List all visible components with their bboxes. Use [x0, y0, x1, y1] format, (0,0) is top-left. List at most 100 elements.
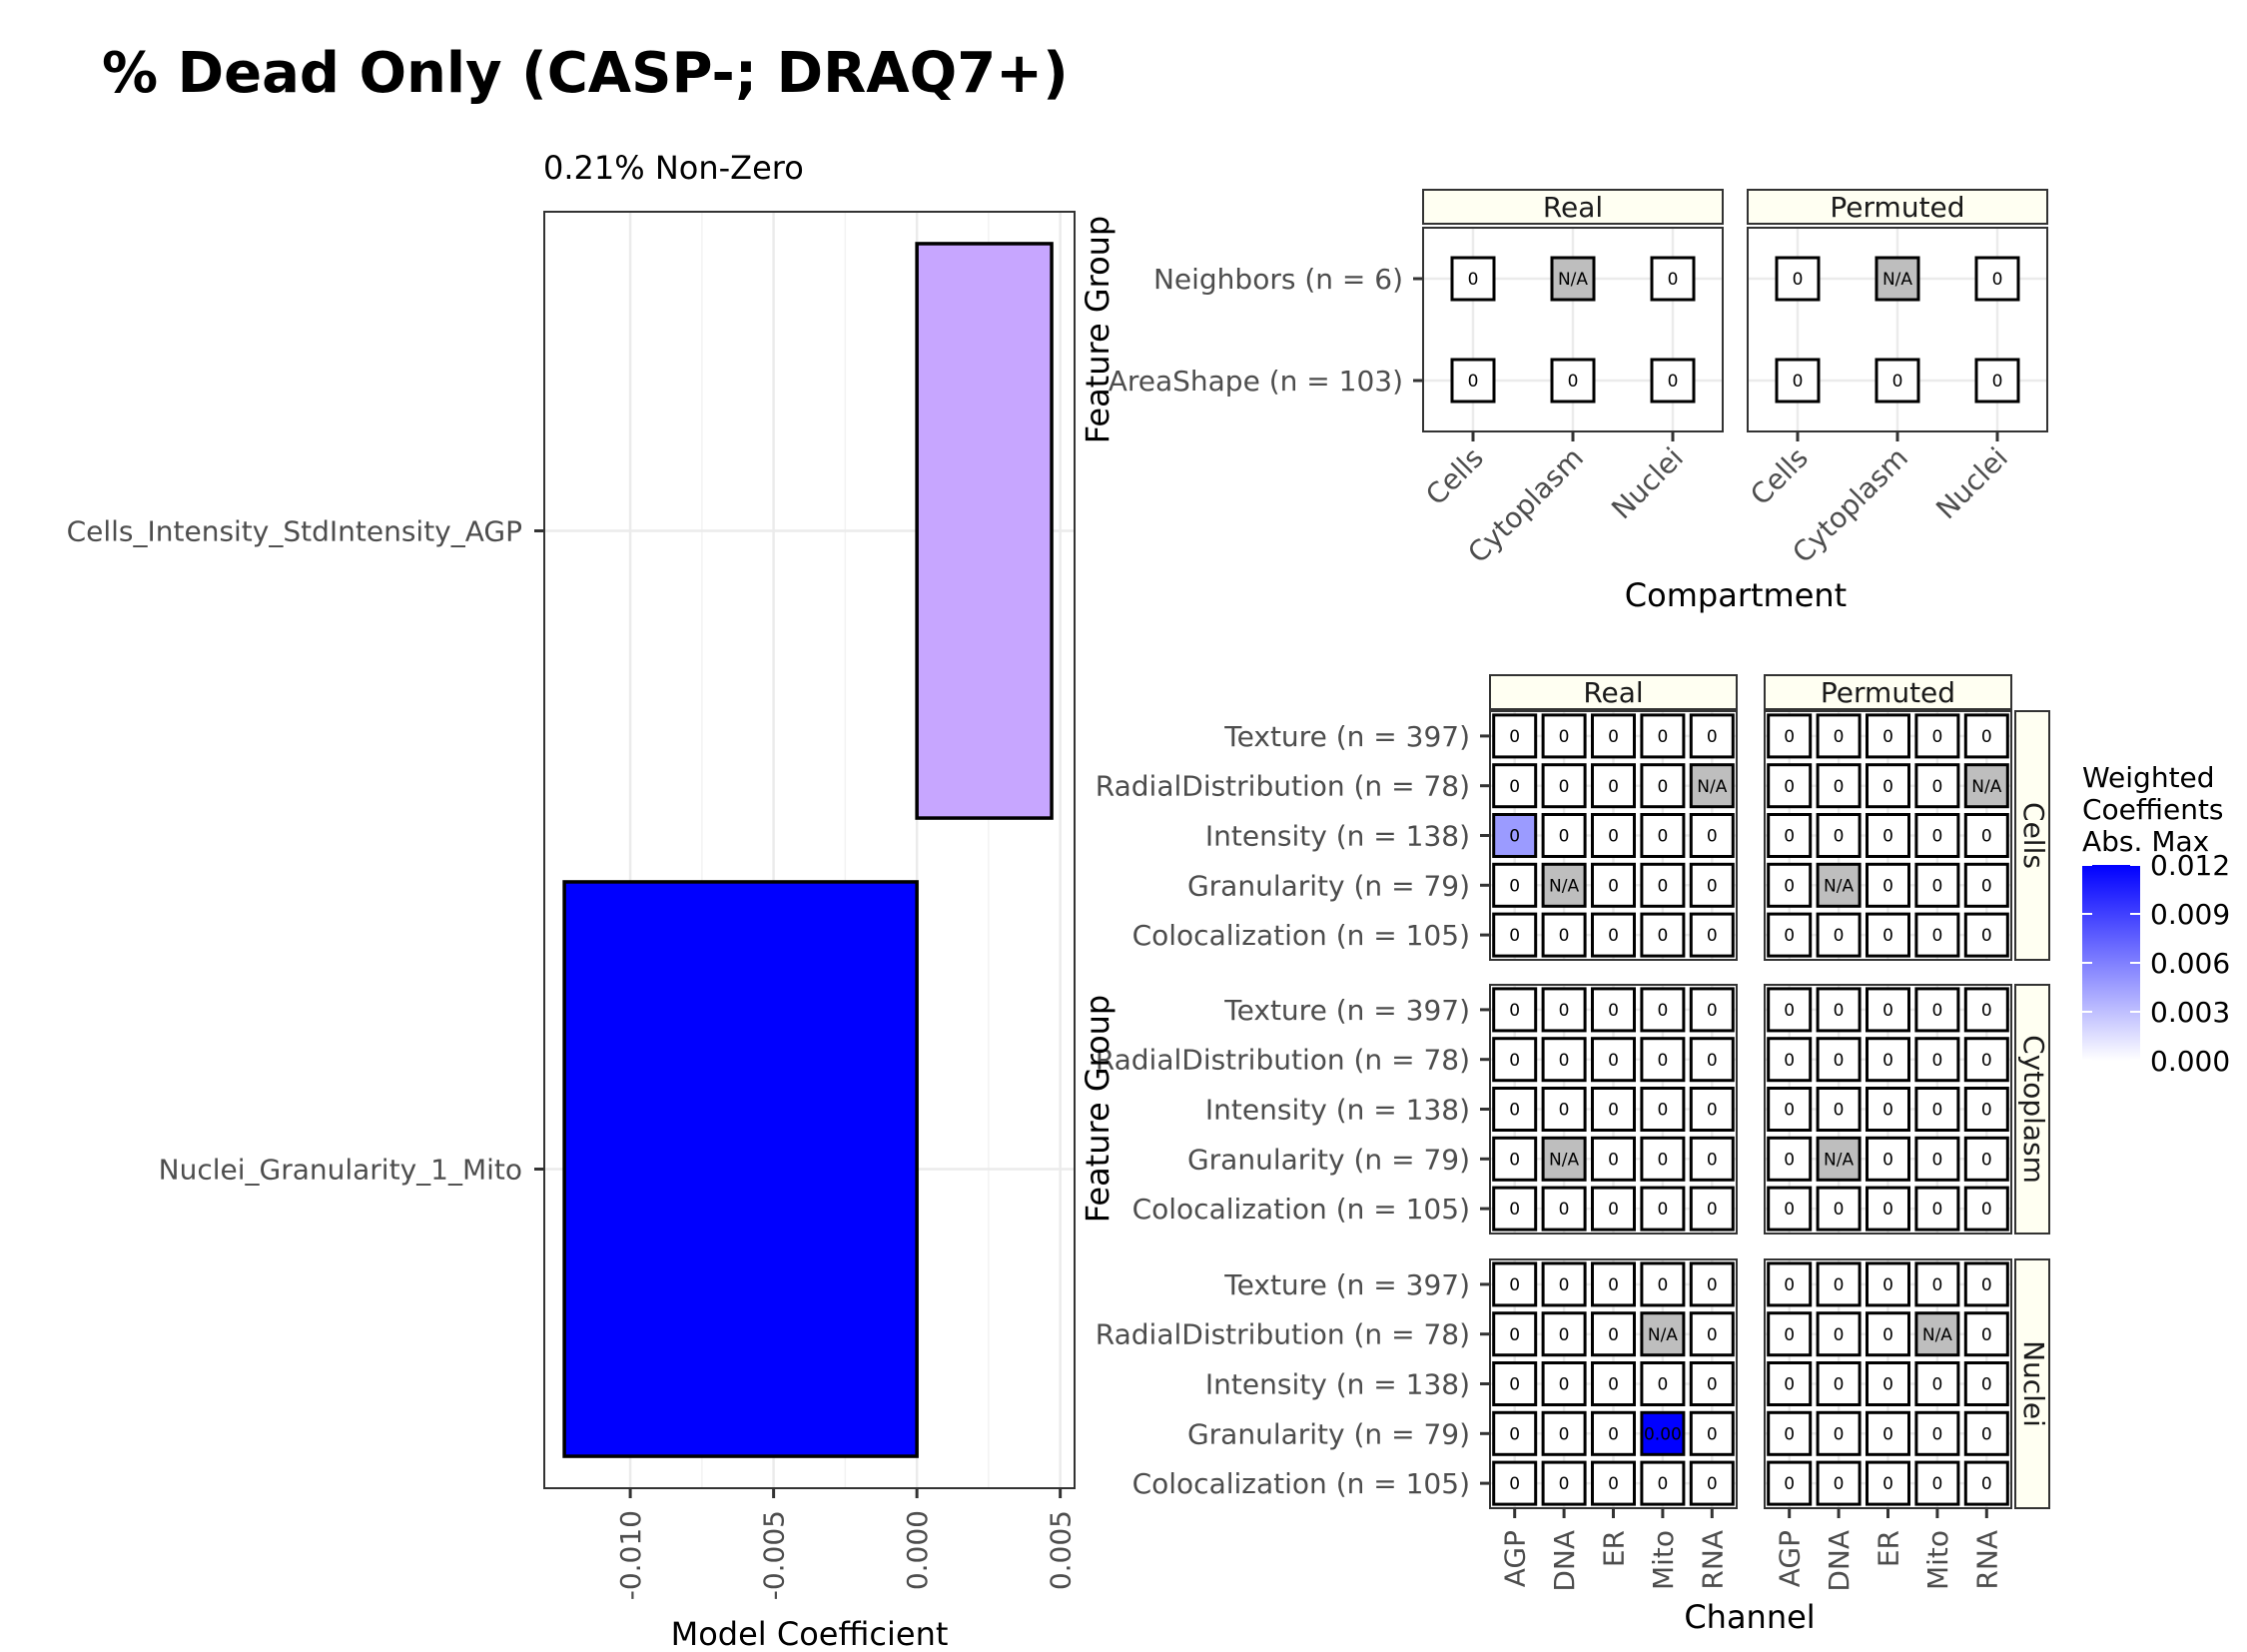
heatmap-cell-label: 0	[1608, 827, 1619, 847]
heatmap-cell	[1640, 763, 1686, 809]
heatmap-y-tick-label: Texture (n = 397)	[1223, 720, 1470, 753]
heatmap-cell	[1816, 1037, 1862, 1083]
heatmap-cell	[1689, 1186, 1735, 1232]
heatmap-cell	[1963, 1311, 2009, 1357]
heatmap-cell	[1866, 862, 1910, 908]
heatmap-cell	[1963, 1410, 2009, 1456]
heatmap-cell-label: 0	[1882, 1051, 1893, 1071]
bar-x-axis-title: Model Coefficient	[671, 1615, 949, 1648]
heatmap-cell	[1541, 1361, 1587, 1406]
heatmap-cell	[1492, 813, 1538, 858]
heatmap-cell-label: 0	[1882, 1375, 1893, 1395]
heatmap-cell-label: 0	[1509, 1275, 1520, 1295]
heatmap-cell-label: 0	[1657, 1275, 1668, 1295]
heatmap-cell-label: 0	[1657, 1474, 1668, 1494]
heatmap-cell	[1914, 713, 1960, 759]
heatmap-cell	[1591, 1410, 1636, 1456]
heatmap-cell	[1866, 813, 1910, 858]
heatmap-cell-label: 0	[1931, 1051, 1942, 1071]
heatmap-x-tick-label: Mito	[1921, 1530, 1954, 1590]
heatmap-cell	[1640, 1037, 1686, 1083]
heatmap-cell-label: 0	[1992, 372, 2003, 392]
heatmap-cell	[1816, 862, 1862, 908]
heatmap-cell-label: 0	[1509, 777, 1520, 797]
heatmap-cell	[1914, 1037, 1960, 1083]
heatmap-cell	[1767, 1087, 1813, 1132]
heatmap-cell	[1914, 1410, 1960, 1456]
heatmap-cell	[1689, 1460, 1735, 1506]
heatmap-cell	[1866, 912, 1910, 958]
heatmap-cell-label: 0	[1608, 1474, 1619, 1494]
heatmap-cell-label: 0	[1882, 777, 1893, 797]
heatmap-cell-label: 0	[1981, 1325, 1992, 1345]
heatmap-cell	[1450, 256, 1496, 302]
legend-title-line: Abs. Max	[2082, 825, 2209, 858]
heatmap-cell	[1767, 1186, 1813, 1232]
bar-x-tick-label: -0.010	[614, 1510, 647, 1600]
heatmap-cell-label: N/A	[1697, 777, 1727, 797]
heatmap-cell-label: 0	[1784, 1275, 1795, 1295]
heatmap-cell-label: N/A	[1558, 270, 1588, 290]
heatmap-cell	[1963, 862, 2009, 908]
heatmap-panel-border	[1764, 710, 2012, 961]
heatmap-cell-label: 0	[1509, 827, 1520, 847]
heatmap-y-tick-label: Colocalization (n = 105)	[1132, 1193, 1470, 1226]
heatmap-cell	[1591, 713, 1636, 759]
heatmap-cell	[1767, 1460, 1813, 1506]
heatmap-cell	[1866, 1460, 1910, 1506]
legend-tick-label: 0.000	[2150, 1045, 2230, 1078]
heatmap-cell-label: 0	[1668, 372, 1679, 392]
heatmap-cell-label: 0	[1559, 1474, 1570, 1494]
facet-strip-label: Permuted	[1830, 191, 1964, 224]
heatmap-cell-label: 0	[1784, 1150, 1795, 1170]
heatmap-cell	[1591, 763, 1636, 809]
heatmap-cell	[1689, 713, 1735, 759]
heatmap-cell-label: 0	[1981, 1101, 1992, 1121]
heatmap-y-axis-title: Feature Group	[1079, 216, 1117, 444]
heatmap-cell	[1866, 1037, 1910, 1083]
heatmap-cell-label: 0	[1509, 1001, 1520, 1021]
heatmap-cell	[1591, 912, 1636, 958]
heatmap-cell-label: 0	[1784, 1051, 1795, 1071]
facet-strip-label: Real	[1583, 676, 1643, 709]
heatmap-cell-label: 0	[1707, 926, 1718, 946]
heatmap-cell-label: 0	[1981, 1424, 1992, 1444]
heatmap-cell	[1492, 1361, 1538, 1406]
heatmap-cell	[1816, 763, 1862, 809]
heatmap-cell-label: 0	[1784, 727, 1795, 747]
heatmap-cell	[1492, 1136, 1538, 1182]
bar-panel-border	[543, 211, 1076, 1489]
heatmap-cell-label: 0	[1559, 777, 1570, 797]
heatmap-cell-label: 0	[1981, 876, 1992, 896]
heatmap-cell	[1767, 912, 1813, 958]
heatmap-cell	[1767, 1361, 1813, 1406]
heatmap-cell	[1541, 862, 1587, 908]
heatmap-cell-label: 0	[1784, 1101, 1795, 1121]
heatmap-cell	[1591, 1186, 1636, 1232]
facet-strip	[2014, 1258, 2050, 1509]
heatmap-cell	[1963, 987, 2009, 1033]
heatmap-cell-label: N/A	[1549, 1150, 1579, 1170]
heatmap-cell-label: 0	[1882, 1001, 1893, 1021]
heatmap-cell-label: 0	[1931, 1101, 1942, 1121]
heatmap-cell-label: 0	[1882, 1150, 1893, 1170]
heatmap-cell-label: 0	[1784, 1001, 1795, 1021]
figure-subtitle: 0.21% Non-Zero	[543, 149, 804, 187]
heatmap-y-tick-label: Colocalization (n = 105)	[1132, 1467, 1470, 1500]
facet-strip	[1489, 674, 1738, 710]
heatmap-cell-label: 0	[1707, 1101, 1718, 1121]
heatmap-cell	[1866, 1087, 1910, 1132]
legend-tick-label: 0.006	[2150, 947, 2230, 980]
heatmap-cell	[1450, 358, 1496, 404]
heatmap-cell	[1767, 1136, 1813, 1182]
heatmap-cell-label: 0	[1608, 1325, 1619, 1345]
heatmap-cell-label: 0	[1559, 1001, 1570, 1021]
heatmap-cell	[1541, 1460, 1587, 1506]
heatmap-cell-label: 0	[1931, 827, 1942, 847]
heatmap-cell-label: 0	[1509, 1424, 1520, 1444]
heatmap-y-tick-label: RadialDistribution (n = 78)	[1096, 1318, 1470, 1351]
heatmap-cell-label: 0	[1931, 1001, 1942, 1021]
heatmap-x-tick-label: Cells	[1744, 441, 1815, 512]
heatmap-cell	[1541, 1311, 1587, 1357]
